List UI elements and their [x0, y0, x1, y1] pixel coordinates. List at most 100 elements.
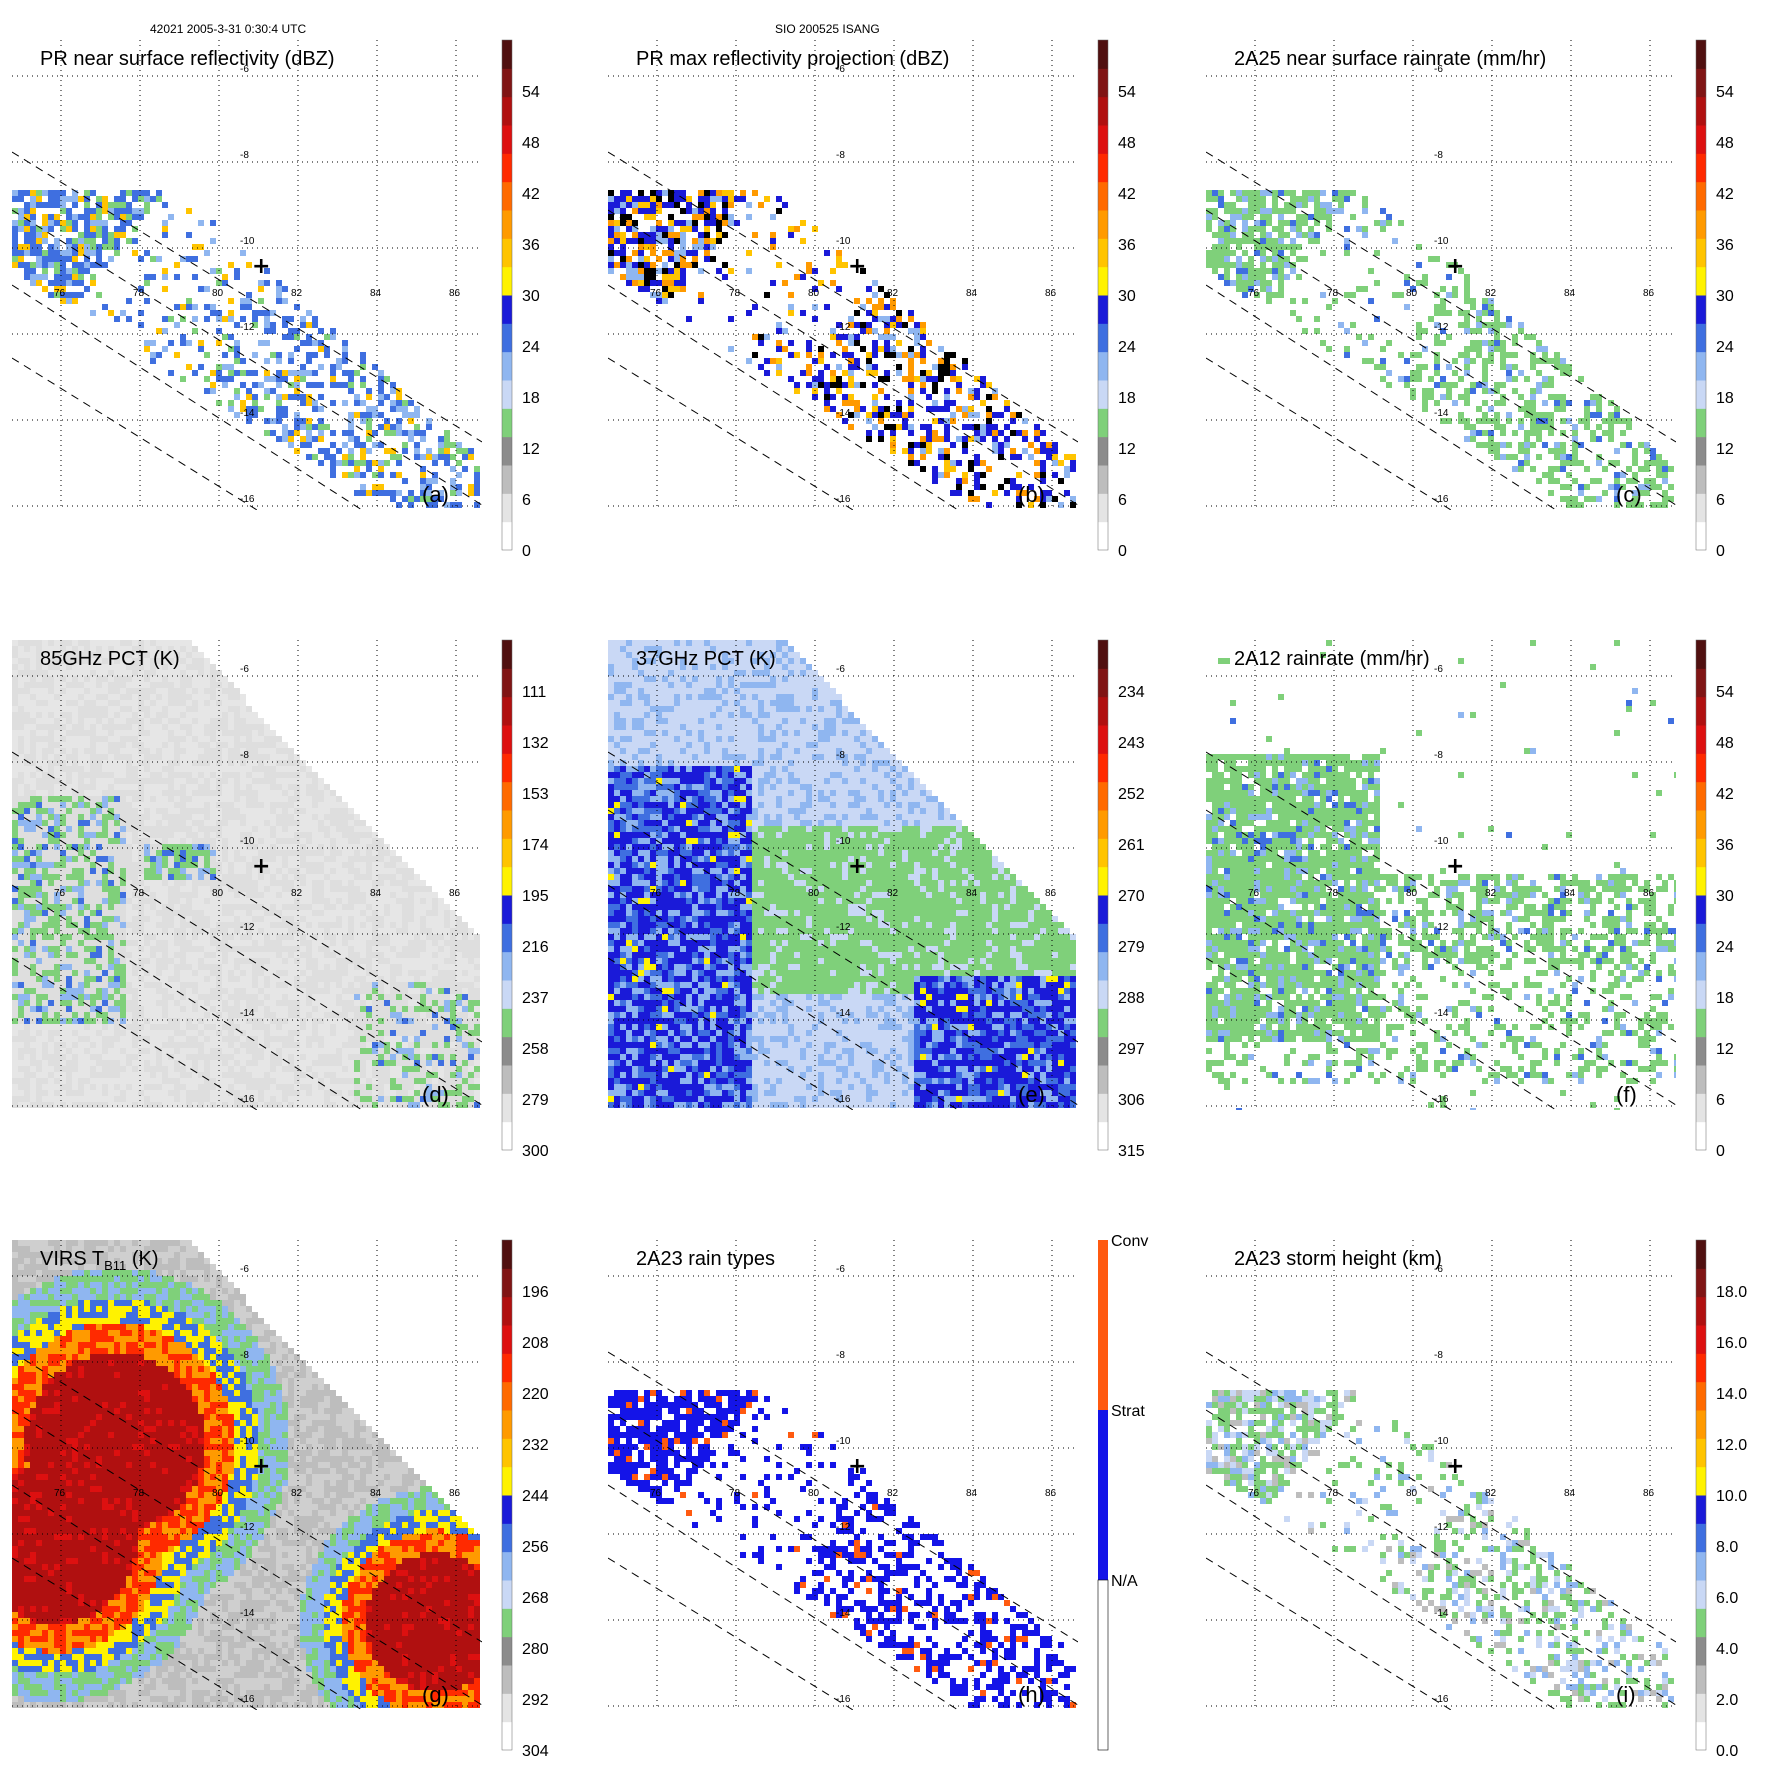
lon-tick-label: 80 [1406, 1488, 1418, 1499]
colorbar-tick-label: 30 [1716, 288, 1734, 305]
lat-tick-label: -14 [1434, 1608, 1449, 1619]
colorbar-tick-label: 24 [522, 339, 540, 356]
panel-label: (i) [1616, 1682, 1636, 1707]
lon-tick-label: 80 [212, 888, 224, 899]
lon-tick-label: 76 [650, 1488, 662, 1499]
colorbar-segment [1098, 838, 1108, 868]
colorbar-segment [502, 980, 512, 1009]
colorbar-segment [502, 895, 512, 924]
colorbar-segment [502, 351, 512, 381]
colorbar-segment [1696, 1636, 1706, 1666]
colorbar-tick-label: 18 [1716, 390, 1734, 407]
lat-tick-label: -8 [1434, 750, 1443, 761]
panel-label: (f) [1616, 1082, 1637, 1107]
colorbar-segment [1696, 153, 1706, 183]
lon-tick-label: 80 [808, 1488, 820, 1499]
colorbar-segment [1696, 1410, 1706, 1439]
colorbar-segment [502, 493, 512, 523]
swath-edge-line [1206, 809, 1676, 1106]
colorbar-tick-label: 279 [1118, 939, 1145, 956]
colorbar-segment [1098, 96, 1108, 126]
colorbar-segment [1098, 153, 1108, 183]
lon-tick-label: 78 [729, 288, 741, 299]
storm-id-label: SIO 200525 ISANG [775, 22, 880, 36]
colorbar-tick-label: 208 [522, 1335, 549, 1352]
panel-label: (e) [1018, 1082, 1045, 1107]
colorbar-tick-label: 153 [522, 786, 549, 803]
colorbar-tick-label: 261 [1118, 837, 1145, 854]
lon-tick-label: 80 [1406, 888, 1418, 899]
lat-tick-label: -10 [836, 836, 851, 847]
swath-edge-line [12, 809, 482, 1106]
lat-tick-label: -14 [836, 1008, 851, 1019]
lon-tick-label: 78 [729, 1488, 741, 1499]
colorbar-tick-label: 0 [1716, 543, 1725, 560]
colorbar-segment [502, 1121, 512, 1151]
colorbar-frame [1097, 639, 1109, 1151]
colorbar-tick-label: 30 [1118, 288, 1136, 305]
storm-center-marker: + [1446, 854, 1464, 879]
colorbar-tick-label: 36 [1716, 237, 1734, 254]
lat-tick-label: -16 [836, 494, 851, 505]
lat-tick-label: -10 [240, 836, 255, 847]
colorbar-segment [502, 781, 512, 811]
colorbar-segment [1696, 980, 1706, 1009]
colorbar-segment [1098, 238, 1108, 268]
colorbar-tick-label: 48 [1118, 135, 1136, 152]
colorbar-segment [1696, 1466, 1706, 1496]
colorbar-tick-label: 0 [1716, 1143, 1725, 1160]
lon-tick-label: 86 [449, 1488, 461, 1499]
colorbar-segment [502, 125, 512, 154]
colorbar-segment [502, 866, 512, 896]
lon-tick-label: 86 [1643, 288, 1655, 299]
colorbar-c: 0 6 12 18 24 30 36 42 48 54 [1695, 39, 1734, 560]
lon-tick-label: 80 [212, 1488, 224, 1499]
lat-tick-label: -8 [836, 750, 845, 761]
colorbar-tick-label: 270 [1118, 888, 1145, 905]
colorbar-segment [1696, 351, 1706, 381]
lat-tick-label: -6 [240, 1264, 249, 1275]
colorbar-g: 304 292 280 268 256 244 232 220 208 196 [501, 1239, 549, 1760]
colorbar-segment [502, 1721, 512, 1751]
colorbar-tick-label: 12 [522, 441, 540, 458]
colorbar-segment [1696, 210, 1706, 239]
colorbar-tick-label: 244 [522, 1488, 549, 1505]
panel-label: (h) [1018, 1682, 1045, 1707]
colorbar-segment [1696, 96, 1706, 126]
panel-label: (b) [1018, 482, 1045, 507]
lon-tick-label: 80 [808, 288, 820, 299]
colorbar-tick-label: 12 [1716, 441, 1734, 458]
colorbar-tick-label: 36 [1118, 237, 1136, 254]
colorbar-tick-label: 195 [522, 888, 549, 905]
colorbar-h: N/A Strat Conv [1097, 1233, 1148, 1751]
colorbar-tick-label: 234 [1118, 684, 1145, 701]
field-c [1206, 40, 1676, 510]
panel-i: 76 78 80 82 84 86 -6 -8 -10 -12 -14 -16 +2A23 storm … [1206, 1239, 1747, 1760]
lat-tick-label: -14 [240, 1008, 255, 1019]
panel-title: 37GHz PCT (K) [636, 648, 776, 670]
lat-tick-label: -16 [1434, 1694, 1449, 1705]
lat-tick-label: -14 [836, 1608, 851, 1619]
lon-tick-label: 84 [1564, 1488, 1576, 1499]
colorbar-segment [502, 295, 512, 324]
colorbar-segment [502, 753, 512, 783]
colorbar-segment [1098, 753, 1108, 783]
colorbar-segment [502, 1466, 512, 1496]
lon-tick-label: 86 [1045, 1488, 1057, 1499]
lat-tick-label: -12 [836, 922, 851, 933]
colorbar-tick-label: 306 [1118, 1092, 1145, 1109]
lon-tick-label: 76 [54, 888, 66, 899]
lat-lon-grid [608, 40, 1078, 510]
colorbar-segment [502, 1438, 512, 1468]
lon-tick-label: 82 [1485, 1488, 1497, 1499]
lat-tick-label: -12 [836, 322, 851, 333]
colorbar-segment [502, 153, 512, 183]
panel-label: (c) [1616, 482, 1642, 507]
swath-edge-line [608, 1484, 959, 1710]
colorbar-segment [1696, 1353, 1706, 1383]
colorbar-tick-label: 48 [1716, 735, 1734, 752]
colorbar-segment [502, 725, 512, 754]
lat-tick-label: -12 [240, 1522, 255, 1533]
colorbar-tick-label: 111 [522, 684, 546, 701]
colorbar-segment [1696, 68, 1706, 98]
